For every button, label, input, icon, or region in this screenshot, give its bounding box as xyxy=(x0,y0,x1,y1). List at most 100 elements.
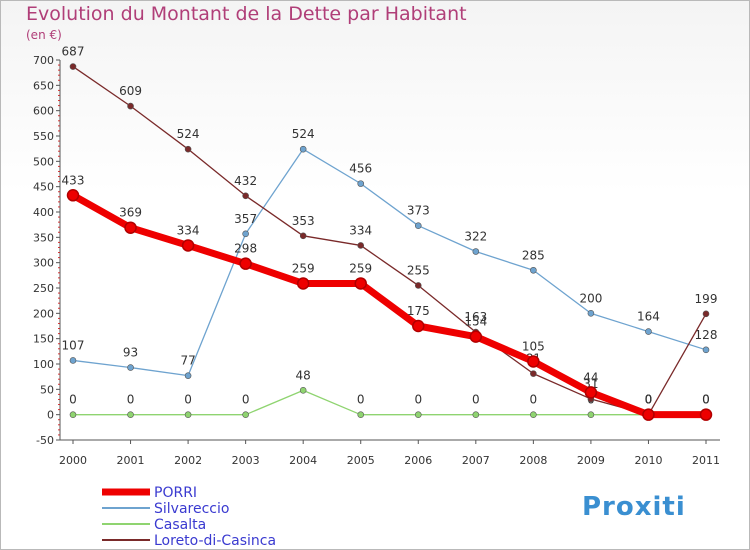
data-label: 524 xyxy=(292,127,315,141)
y-tick-label: 300 xyxy=(33,257,54,270)
x-tick-label: 2004 xyxy=(289,454,317,467)
data-point xyxy=(181,239,195,252)
data-point xyxy=(699,408,713,421)
data-point xyxy=(530,370,537,377)
data-label: 0 xyxy=(530,393,538,407)
data-point xyxy=(414,222,422,229)
data-label: 105 xyxy=(522,339,545,353)
data-label: 0 xyxy=(645,393,653,407)
y-tick-label: 50 xyxy=(40,383,54,396)
x-tick-label: 2008 xyxy=(519,454,547,467)
data-point xyxy=(414,411,422,418)
data-label: 200 xyxy=(579,291,602,305)
series-line-loreto-di-casinca xyxy=(72,66,707,416)
data-point xyxy=(472,411,480,418)
legend-label: Loreto-di-Casinca xyxy=(154,533,276,549)
data-label: 0 xyxy=(69,393,77,407)
data-point xyxy=(357,242,365,249)
y-tick-label: 250 xyxy=(33,282,54,295)
x-tick-label: 2005 xyxy=(347,454,375,467)
data-label: 687 xyxy=(62,45,85,59)
chart-subtitle: (en €) xyxy=(26,28,62,42)
data-label: 0 xyxy=(357,393,365,407)
data-point xyxy=(412,319,425,333)
data-label: 93 xyxy=(123,346,138,360)
chart-title: Evolution du Montant de la Dette par Hab… xyxy=(26,3,467,25)
data-point xyxy=(527,355,540,368)
data-point xyxy=(357,411,365,418)
legend-label: PORRI xyxy=(154,485,197,501)
y-tick-label: 350 xyxy=(33,231,54,244)
data-point xyxy=(530,411,537,418)
y-tick-label: 600 xyxy=(33,105,54,118)
data-label: 433 xyxy=(62,173,85,187)
data-label: 456 xyxy=(349,162,372,176)
data-point xyxy=(587,310,595,317)
data-point xyxy=(299,232,307,240)
data-label: 609 xyxy=(119,84,142,98)
data-label: 322 xyxy=(464,230,487,244)
data-point xyxy=(530,266,537,274)
data-point xyxy=(242,230,249,238)
data-label: 199 xyxy=(695,292,718,306)
x-tick-label: 2011 xyxy=(692,454,720,467)
data-label: 0 xyxy=(414,393,422,407)
data-label: 0 xyxy=(184,393,192,407)
y-tick-label: -50 xyxy=(36,434,54,447)
data-point xyxy=(127,411,134,418)
data-label: 357 xyxy=(234,212,257,226)
data-point xyxy=(584,386,598,399)
data-point xyxy=(642,408,655,421)
data-label: 48 xyxy=(296,368,311,382)
data-point xyxy=(296,277,310,290)
data-point xyxy=(184,372,192,379)
data-point xyxy=(124,221,137,234)
legend-label: Silvareccio xyxy=(154,501,229,517)
x-tick-label: 2006 xyxy=(404,454,432,467)
data-point xyxy=(414,282,422,289)
y-tick-label: 700 xyxy=(33,54,54,67)
data-label: 44 xyxy=(583,370,598,384)
data-label: 0 xyxy=(127,393,135,407)
data-label: 255 xyxy=(407,263,430,277)
data-label: 0 xyxy=(242,393,250,407)
data-label: 0 xyxy=(702,393,710,407)
data-label: 353 xyxy=(292,214,315,228)
data-label: 298 xyxy=(234,242,257,256)
x-tick-label: 2000 xyxy=(59,454,87,467)
x-tick-label: 2001 xyxy=(117,454,145,467)
data-point xyxy=(299,387,307,394)
data-point xyxy=(299,145,307,153)
data-point xyxy=(357,180,365,187)
data-label: 175 xyxy=(407,304,430,318)
y-tick-label: 550 xyxy=(33,130,54,143)
x-tick-label: 2009 xyxy=(577,454,605,467)
data-point xyxy=(69,411,77,418)
y-tick-label: 500 xyxy=(33,155,54,168)
data-label: 432 xyxy=(234,174,257,188)
data-point xyxy=(66,189,80,202)
legend-label: Casalta xyxy=(154,517,206,533)
x-tick-label: 2010 xyxy=(634,454,662,467)
data-point xyxy=(469,330,483,343)
data-label: 163 xyxy=(464,310,487,324)
data-point xyxy=(702,310,710,318)
data-point xyxy=(127,102,134,110)
data-label: 164 xyxy=(637,310,660,324)
x-tick-label: 2007 xyxy=(462,454,490,467)
data-point xyxy=(242,192,249,200)
series-line-silvareccio xyxy=(72,148,707,377)
data-point xyxy=(184,145,192,153)
y-tick-label: 200 xyxy=(33,307,54,320)
x-tick-label: 2002 xyxy=(174,454,202,467)
data-label: 128 xyxy=(695,328,718,342)
data-point xyxy=(242,411,249,418)
data-label: 0 xyxy=(472,393,480,407)
x-tick-label: 2003 xyxy=(232,454,260,467)
y-tick-label: 650 xyxy=(33,79,54,92)
data-point xyxy=(127,364,134,371)
data-label: 285 xyxy=(522,248,545,262)
data-label: 373 xyxy=(407,204,430,218)
